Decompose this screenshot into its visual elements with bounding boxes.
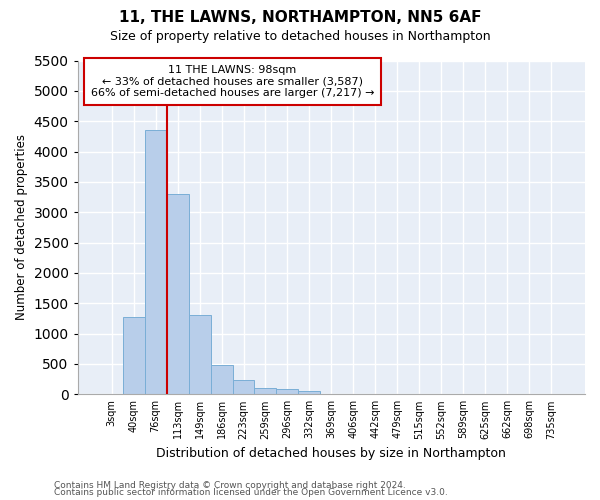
- Bar: [277, 390, 298, 394]
- Bar: [211, 365, 233, 394]
- Bar: [167, 194, 188, 394]
- Bar: [145, 130, 167, 394]
- Text: 11 THE LAWNS: 98sqm
← 33% of detached houses are smaller (3,587)
66% of semi-det: 11 THE LAWNS: 98sqm ← 33% of detached ho…: [91, 65, 374, 98]
- Bar: [254, 388, 277, 394]
- Text: 11, THE LAWNS, NORTHAMPTON, NN5 6AF: 11, THE LAWNS, NORTHAMPTON, NN5 6AF: [119, 10, 481, 25]
- Y-axis label: Number of detached properties: Number of detached properties: [15, 134, 28, 320]
- X-axis label: Distribution of detached houses by size in Northampton: Distribution of detached houses by size …: [157, 447, 506, 460]
- Bar: [123, 316, 145, 394]
- Text: Contains HM Land Registry data © Crown copyright and database right 2024.: Contains HM Land Registry data © Crown c…: [54, 480, 406, 490]
- Bar: [233, 380, 254, 394]
- Bar: [298, 392, 320, 394]
- Bar: [188, 316, 211, 394]
- Text: Contains public sector information licensed under the Open Government Licence v3: Contains public sector information licen…: [54, 488, 448, 497]
- Text: Size of property relative to detached houses in Northampton: Size of property relative to detached ho…: [110, 30, 490, 43]
